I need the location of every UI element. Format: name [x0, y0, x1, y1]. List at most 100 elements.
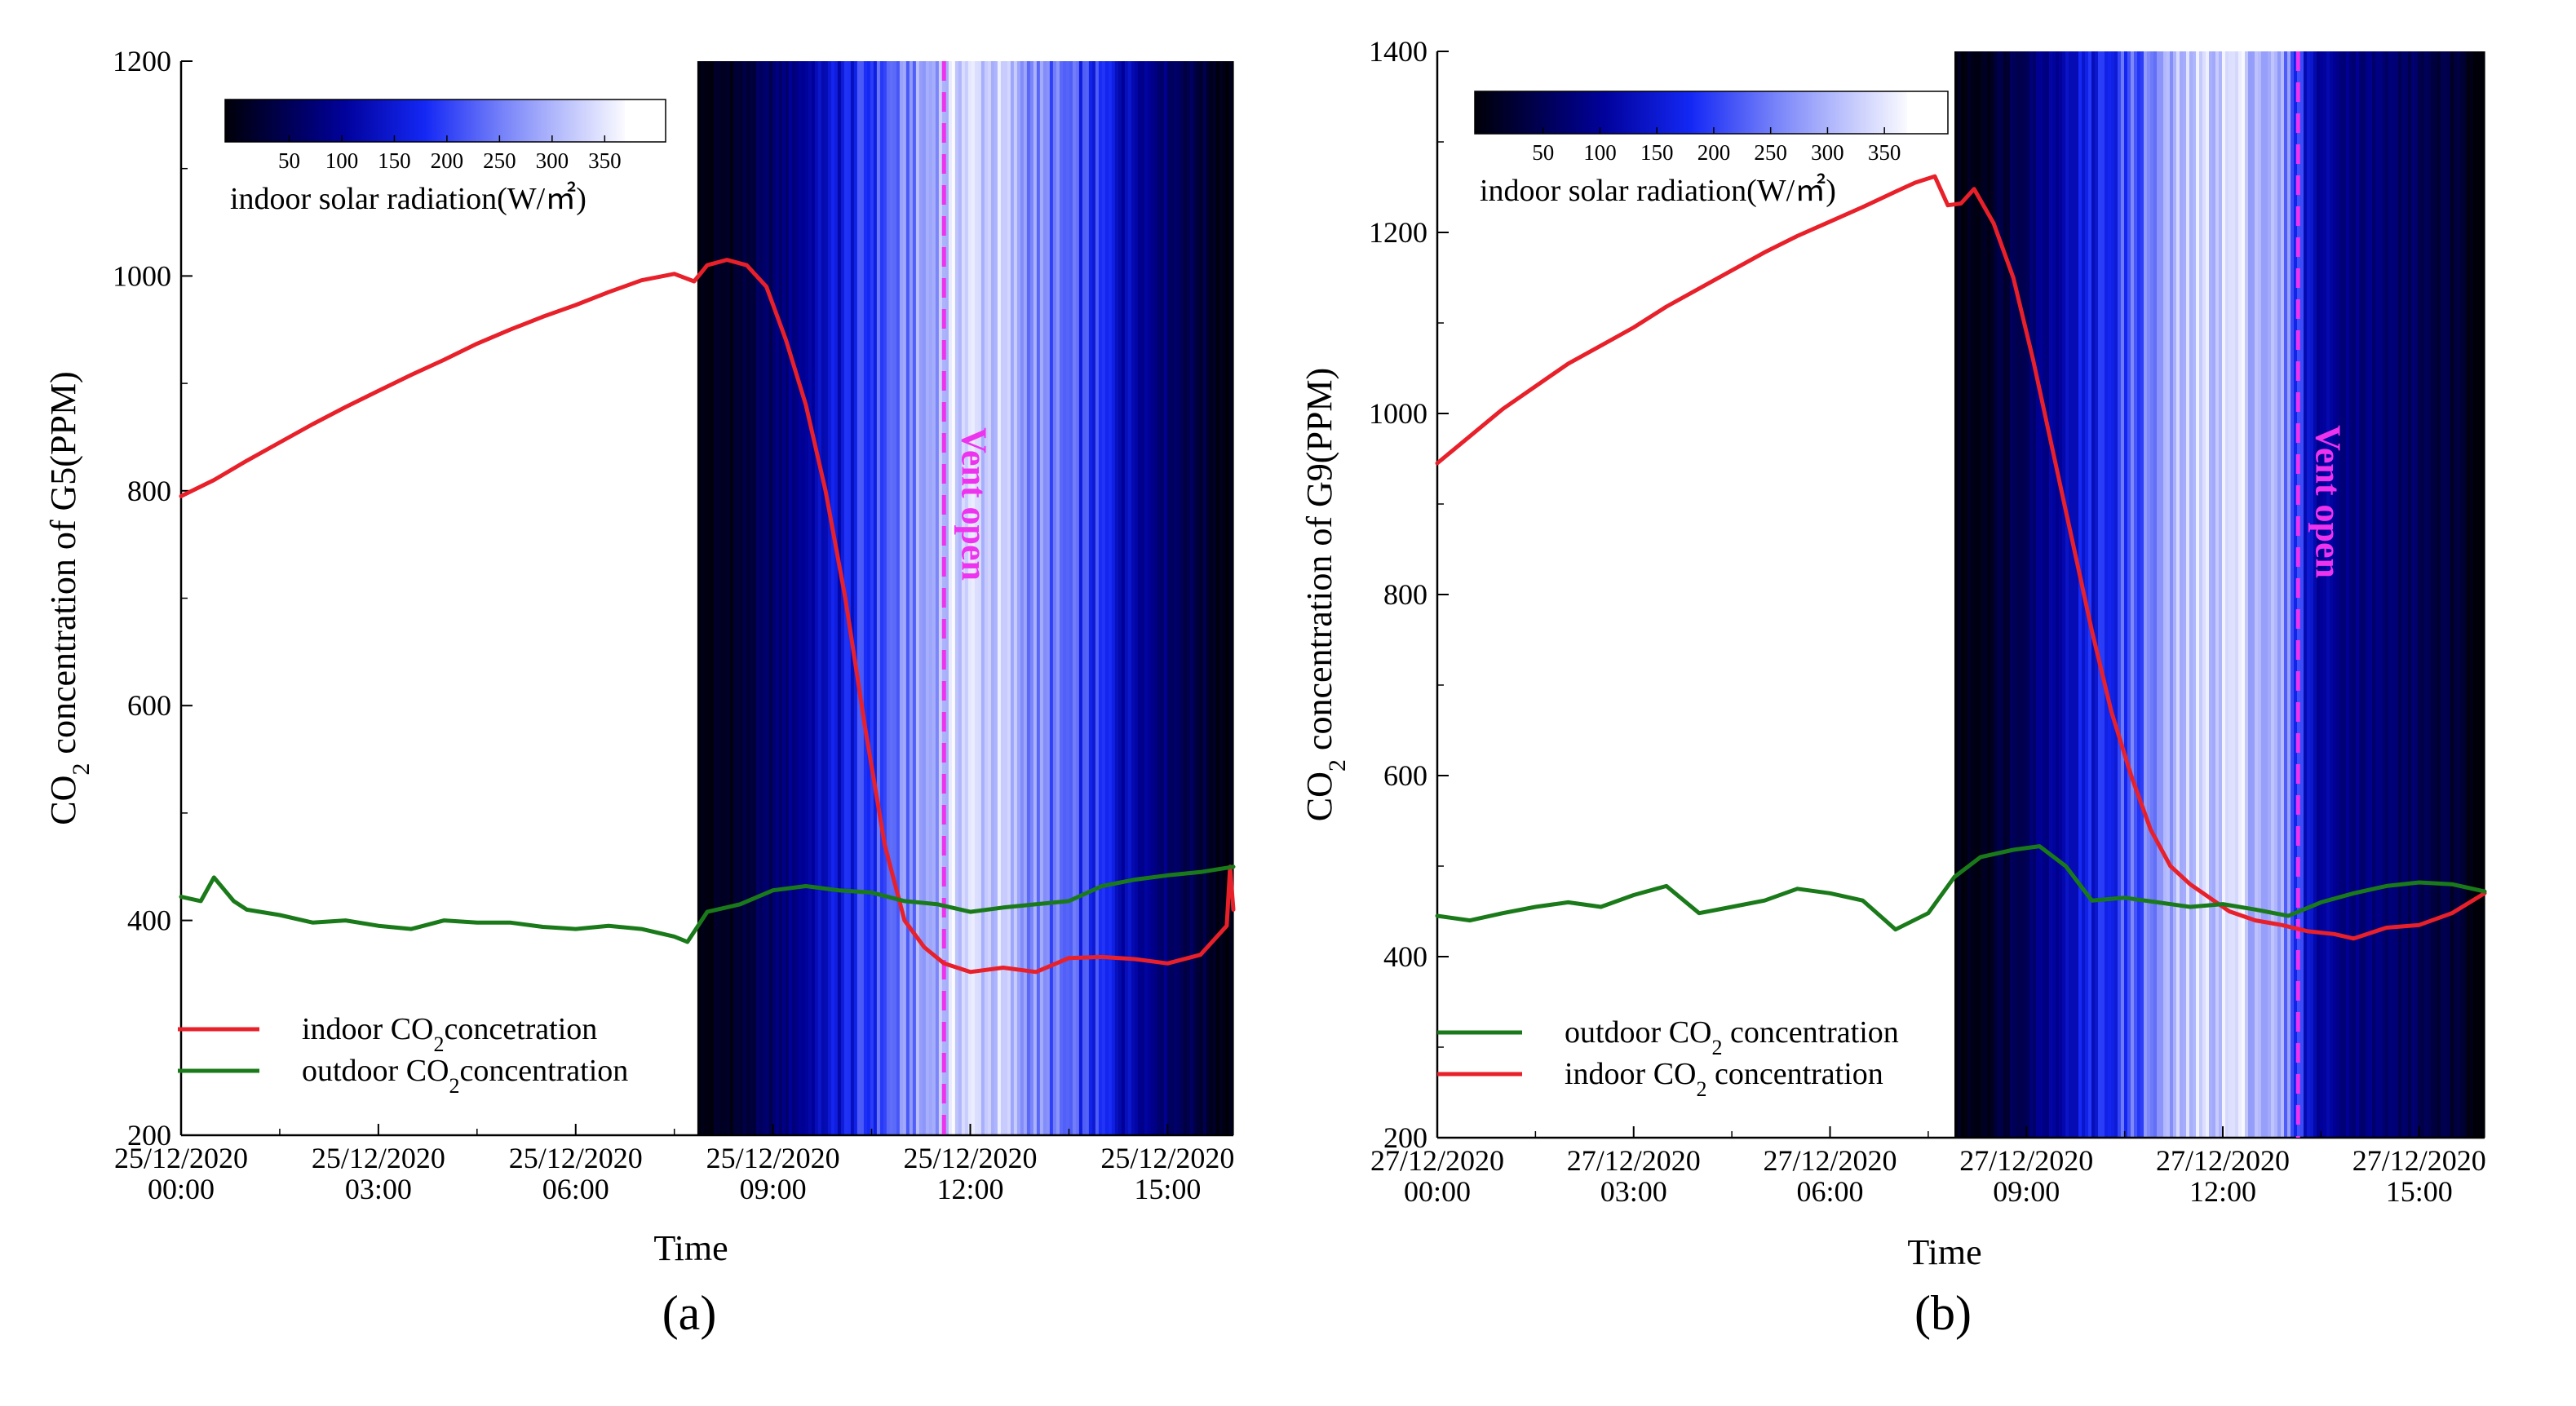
radiation-stripe: [912, 61, 917, 1135]
radiation-stripe: [1049, 61, 1054, 1135]
radiation-stripe: [964, 61, 969, 1135]
radiation-stripe: [1140, 61, 1145, 1135]
radiation-stripe: [2304, 51, 2308, 1138]
radiation-stripe: [821, 61, 825, 1135]
y-tick-label: 800: [127, 475, 171, 507]
radiation-stripe: [2323, 51, 2327, 1138]
radiation-stripe: [2366, 51, 2370, 1138]
radiation-stripe: [2431, 51, 2435, 1138]
radiation-stripe: [2196, 51, 2200, 1138]
radiation-stripe: [1016, 61, 1021, 1135]
x-tick-time: 12:00: [936, 1173, 1003, 1205]
radiation-stripe: [2359, 51, 2363, 1138]
radiation-stripe: [1023, 61, 1028, 1135]
radiation-stripe: [961, 61, 966, 1135]
y-tick-label: 1200: [1369, 216, 1427, 249]
radiation-stripe: [2212, 51, 2216, 1138]
radiation-stripe: [1095, 61, 1100, 1135]
colorbar-tick-label: 300: [1811, 140, 1844, 165]
radiation-stripe: [2261, 51, 2265, 1138]
radiation-stripe: [2069, 51, 2073, 1138]
colorbar: 50 100 150 200 250 300 350 indoor solar radiati…: [1474, 91, 1949, 208]
x-tick-time: 09:00: [740, 1173, 807, 1205]
y-tick-label: 1400: [1369, 35, 1427, 68]
radiation-stripe: [2414, 51, 2419, 1138]
colorbar-frame: [1474, 91, 1949, 135]
radiation-stripe: [987, 61, 992, 1135]
radiation-stripe: [1981, 51, 1985, 1138]
x-tick-time: 06:00: [1796, 1175, 1863, 1208]
radiation-stripe: [2121, 51, 2125, 1138]
radiation-stripe: [2362, 51, 2366, 1138]
legend-label-indoor: indoor CO2 concentration: [1565, 1057, 1883, 1101]
radiation-stripe: [1108, 61, 1113, 1135]
radiation-stripe: [2339, 51, 2344, 1138]
radiation-stripe: [2382, 51, 2386, 1138]
radiation-stripe: [1984, 51, 1988, 1138]
colorbar-tick-label: 50: [1532, 140, 1554, 165]
radiation-stripe: [2098, 51, 2102, 1138]
radiation-stripe: [1118, 61, 1122, 1135]
radiation-stripe: [863, 61, 868, 1135]
radiation-stripe: [739, 61, 744, 1135]
radiation-stripe: [938, 61, 943, 1135]
radiation-stripe: [2411, 51, 2415, 1138]
radiation-stripe: [2274, 51, 2278, 1138]
x-tick-date: 25/12/2020: [706, 1142, 840, 1174]
radiation-stripe: [2173, 51, 2177, 1138]
radiation-stripe: [2248, 51, 2252, 1138]
radiation-stripe: [2105, 51, 2109, 1138]
radiation-stripe: [866, 61, 871, 1135]
radiation-stripe: [2271, 51, 2275, 1138]
radiation-stripe: [2075, 51, 2079, 1138]
radiation-stripe: [775, 61, 780, 1135]
radiation-stripe: [1134, 61, 1139, 1135]
radiation-stripe: [804, 61, 809, 1135]
radiation-stripe: [697, 61, 702, 1135]
radiation-stripe: [2349, 51, 2353, 1138]
radiation-stripe: [2065, 51, 2069, 1138]
y-tick-label: 600: [127, 689, 171, 722]
radiation-stripe: [1000, 61, 1005, 1135]
radiation-stripe: [785, 61, 790, 1135]
y-tick-label: 1000: [113, 259, 171, 292]
radiation-stripe: [2039, 51, 2043, 1138]
radiation-stripe: [1209, 61, 1214, 1135]
radiation-stripe: [2460, 51, 2464, 1138]
x-tick-date: 25/12/2020: [312, 1142, 445, 1174]
y-tick-label: 400: [127, 904, 171, 937]
x-tick-time: 00:00: [1404, 1175, 1471, 1208]
radiation-stripe: [768, 61, 773, 1135]
radiation-stripe: [2180, 51, 2184, 1138]
panel-label: (a): [662, 1286, 717, 1340]
radiation-stripe: [2398, 51, 2402, 1138]
radiation-stripe: [928, 61, 933, 1135]
panel-label: (b): [1914, 1286, 1972, 1340]
radiation-stripe: [1144, 61, 1149, 1135]
radiation-stripe: [837, 61, 842, 1135]
radiation-stripe: [1199, 61, 1204, 1135]
radiation-stripe: [1193, 61, 1197, 1135]
radiation-stripe: [997, 61, 1002, 1135]
y-axis-label: CO2 concentration of G5(PPM): [43, 371, 95, 825]
radiation-stripe: [1026, 61, 1031, 1135]
y-tick-label: 1200: [113, 45, 171, 77]
radiation-stripe: [1121, 61, 1126, 1135]
radiation-stripe: [2483, 51, 2485, 1138]
radiation-stripe: [2215, 51, 2220, 1138]
radiation-stripe: [2003, 51, 2007, 1138]
radiation-stripe: [945, 61, 949, 1135]
radiation-stripe: [2473, 51, 2477, 1138]
radiation-stripe: [980, 61, 985, 1135]
radiation-stripe: [1003, 61, 1008, 1135]
radiation-stripe: [1994, 51, 1998, 1138]
radiation-stripe: [2372, 51, 2376, 1138]
radiation-stripe: [1186, 61, 1191, 1135]
radiation-stripe: [984, 61, 989, 1135]
radiation-stripe: [1196, 61, 1201, 1135]
chart-panel-b: 20040060080010001200140027/12/202000:002…: [1299, 35, 2487, 1340]
radiation-stripe: [1215, 61, 1220, 1135]
colorbar-tick-label: 200: [1697, 140, 1731, 165]
x-tick-date: 25/12/2020: [509, 1142, 643, 1174]
